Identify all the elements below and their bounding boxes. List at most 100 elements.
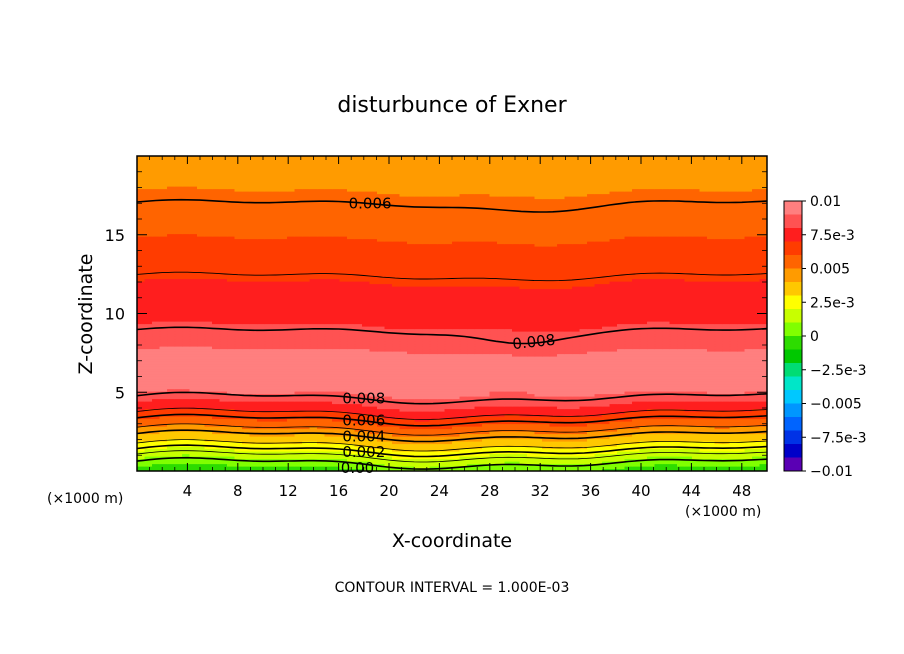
- contour-cell: [759, 433, 767, 437]
- contour-cell: [662, 388, 671, 392]
- contour-cell: [204, 431, 213, 435]
- contour-cell: [752, 466, 761, 470]
- contour-cell: [219, 398, 228, 402]
- contour-cell: [602, 391, 611, 395]
- contour-cell: [542, 391, 551, 395]
- contour-cell: [684, 351, 693, 355]
- contour-cell: [752, 343, 761, 347]
- contour-cell: [542, 348, 551, 352]
- contour-cell: [399, 398, 408, 402]
- contour-cell: [399, 408, 408, 412]
- contour-cell: [422, 341, 431, 345]
- contour-cell: [527, 366, 536, 370]
- contour-cell: [437, 456, 446, 460]
- contour-cell: [242, 466, 251, 470]
- contour-cell: [242, 396, 251, 400]
- contour-cell: [189, 453, 198, 457]
- contour-cell: [264, 348, 273, 352]
- contour-cell: [422, 378, 431, 382]
- contour-cell: [242, 361, 251, 365]
- contour-cell: [534, 366, 543, 370]
- contour-cell: [587, 438, 596, 442]
- contour-cell: [654, 368, 663, 372]
- contour-cell: [347, 368, 356, 372]
- contour-cell: [512, 363, 521, 367]
- contour-cell: [519, 373, 528, 377]
- contour-cell: [669, 328, 678, 332]
- contour-cell: [197, 406, 206, 410]
- contour-cell: [707, 448, 716, 452]
- contour-cell: [369, 391, 378, 395]
- contour-cell: [362, 353, 371, 357]
- contour-cell: [324, 386, 333, 390]
- contour-cell: [174, 336, 183, 340]
- contour-cell: [759, 356, 767, 360]
- contour-cell: [737, 366, 746, 370]
- contour-cell: [317, 466, 326, 470]
- contour-cell: [294, 366, 303, 370]
- contour-cell: [594, 441, 603, 445]
- contour-cell: [519, 383, 528, 387]
- contour-cell: [414, 368, 423, 372]
- contour-cell: [684, 453, 693, 457]
- contour-cell: [429, 456, 438, 460]
- contour-cell: [332, 393, 341, 397]
- contour-cell: [497, 406, 506, 410]
- contour-cell: [144, 461, 153, 465]
- contour-cell: [662, 348, 671, 352]
- contour-cell: [309, 423, 318, 427]
- contour-cell: [399, 343, 408, 347]
- contour-cell: [287, 408, 296, 412]
- contour-cell: [549, 328, 558, 332]
- contour-cell: [564, 413, 573, 417]
- contour-cell: [212, 356, 221, 360]
- contour-cell: [677, 428, 686, 432]
- contour-cell: [302, 348, 311, 352]
- contour-cell: [527, 443, 536, 447]
- contour-cell: [662, 411, 671, 415]
- contour-cell: [579, 406, 588, 410]
- contour-cell: [452, 341, 461, 345]
- contour-cell: [444, 403, 453, 407]
- contour-cell: [324, 338, 333, 342]
- contour-cell: [377, 446, 386, 450]
- contour-cell: [399, 396, 408, 400]
- contour-cell: [459, 446, 468, 450]
- contour-cell: [399, 391, 408, 395]
- contour-cell: [302, 361, 311, 365]
- contour-cell: [759, 406, 767, 410]
- contour-cell: [549, 443, 558, 447]
- contour-cell: [384, 353, 393, 357]
- contour-cell: [422, 346, 431, 350]
- contour-cell: [609, 406, 618, 410]
- contour-cell: [144, 368, 153, 372]
- contour-cell: [159, 426, 168, 430]
- contour-cell: [654, 348, 663, 352]
- contour-cell: [377, 376, 386, 380]
- contour-cell: [557, 436, 566, 440]
- contour-cell: [527, 453, 536, 457]
- contour-cell: [752, 416, 761, 420]
- contour-cell: [534, 458, 543, 462]
- contour-cell: [279, 403, 288, 407]
- contour-cell: [542, 351, 551, 355]
- contour-cell: [729, 408, 738, 412]
- contour-cell: [722, 351, 731, 355]
- contour-cell: [467, 408, 476, 412]
- contour-cell: [714, 433, 723, 437]
- contour-cell: [189, 386, 198, 390]
- contour-cell: [669, 333, 678, 337]
- contour-cell: [287, 456, 296, 460]
- contour-cell: [482, 396, 491, 400]
- contour-cell: [369, 456, 378, 460]
- contour-cell: [174, 448, 183, 452]
- contour-cell: [497, 336, 506, 340]
- contour-cell: [572, 441, 581, 445]
- contour-cell: [714, 366, 723, 370]
- contour-cell: [422, 431, 431, 435]
- contour-cell: [564, 331, 573, 335]
- contour-cell: [497, 356, 506, 360]
- contour-cell: [317, 356, 326, 360]
- contour-cell: [279, 356, 288, 360]
- contour-cell: [242, 378, 251, 382]
